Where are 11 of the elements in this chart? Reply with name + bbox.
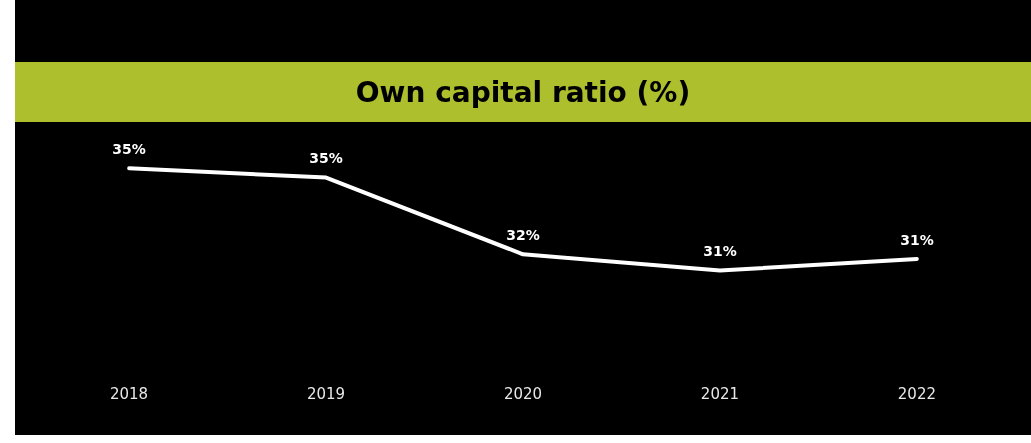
data-label: 32%: [506, 226, 540, 243]
x-tick-label: 2019: [306, 385, 346, 404]
data-label: 31%: [703, 243, 737, 260]
x-tick-label: 2020: [503, 385, 543, 404]
data-label: 35%: [309, 150, 343, 167]
x-tick-label: 2021: [700, 385, 740, 404]
data-label: 35%: [112, 140, 146, 157]
x-tick-label: 2018: [109, 385, 149, 404]
chart-title: Own capital ratio (%): [15, 62, 1031, 122]
x-tick-label: 2022: [897, 385, 937, 404]
data-label: 31%: [900, 231, 934, 248]
